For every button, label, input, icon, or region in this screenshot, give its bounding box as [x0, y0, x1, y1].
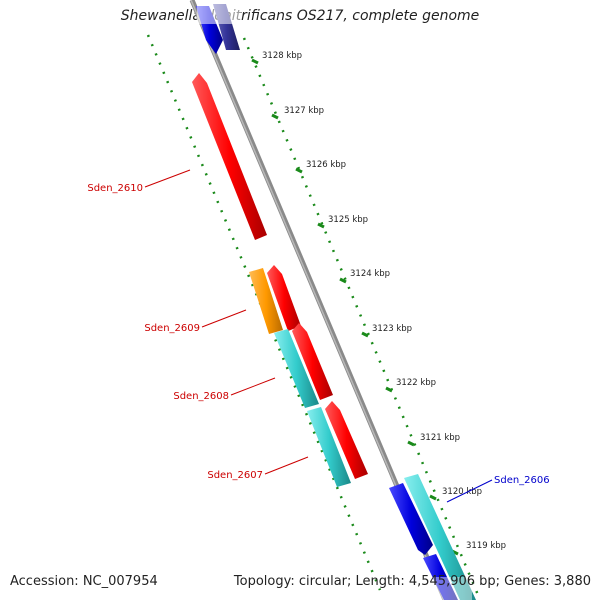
label-connector	[446, 479, 493, 503]
gene-feature-blue-2606-a	[389, 483, 433, 555]
kbp-label: 3120 kbp	[442, 487, 482, 497]
inner-track-boundary	[242, 37, 480, 596]
gene-feature-blue-2606-b	[423, 554, 458, 600]
accession-text: Accession: NC_007954	[10, 574, 158, 589]
gene-label-sden-2608[interactable]: Sden_2608	[173, 391, 229, 402]
kbp-label: 3124 kbp	[350, 269, 390, 279]
gene-label-sden-2606[interactable]: Sden_2606	[494, 475, 550, 486]
kbp-label: 3127 kbp	[284, 106, 324, 116]
kbp-label: 3123 kbp	[372, 324, 412, 334]
gene-label-sden-2610[interactable]: Sden_2610	[87, 183, 143, 194]
kbp-label: 3128 kbp	[262, 51, 302, 61]
kbp-label: 3122 kbp	[396, 378, 436, 388]
gene-feature-sden-2610	[192, 73, 267, 240]
kbp-label: 3126 kbp	[306, 160, 346, 170]
label-connector	[264, 456, 309, 475]
selection-highlight	[197, 0, 241, 24]
kbp-label: 3119 kbp	[466, 541, 506, 551]
kbp-label: 3125 kbp	[328, 215, 368, 225]
gene-feature-red-2607-b	[325, 401, 368, 479]
gene-feature-sden-2606	[404, 474, 476, 600]
genome-summary-text: Topology: circular; Length: 4,545,906 bp…	[233, 574, 591, 589]
label-connector	[201, 309, 247, 328]
gene-label-sden-2607[interactable]: Sden_2607	[207, 470, 263, 481]
gene-feature-sden-2607	[307, 407, 351, 487]
kbp-tick-marks	[251, 58, 459, 556]
gene-feature-sden-2609	[249, 268, 283, 334]
gene-feature-sden-2608	[274, 329, 319, 408]
label-connector	[230, 377, 276, 396]
gene-feature-red-2609-b	[267, 265, 301, 331]
selection-highlight	[420, 577, 472, 600]
gene-label-sden-2609[interactable]: Sden_2609	[144, 323, 200, 334]
gene-feature-red-2608-b	[292, 323, 333, 400]
label-connector	[144, 169, 191, 188]
kbp-label: 3121 kbp	[420, 433, 460, 443]
